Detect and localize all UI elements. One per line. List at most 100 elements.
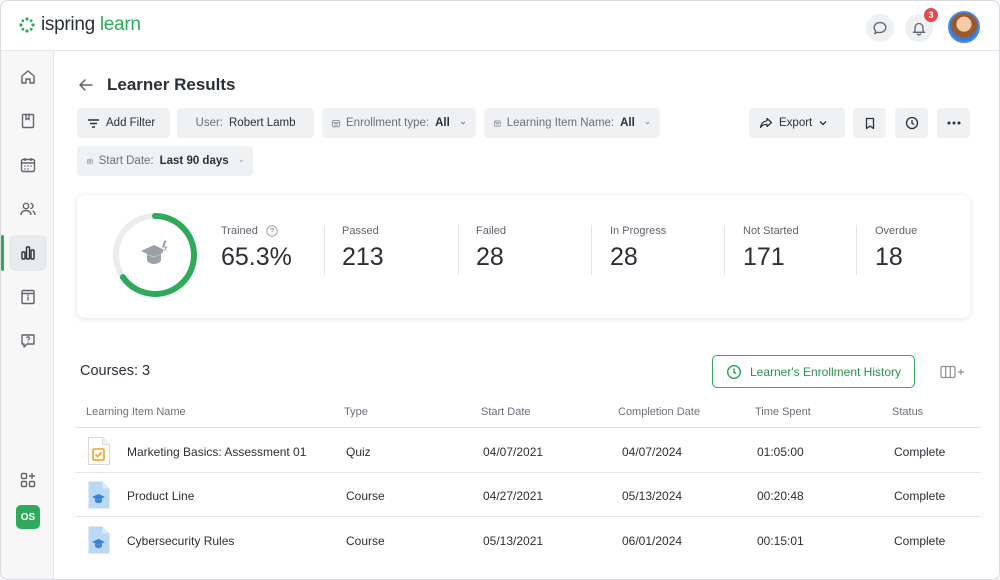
sidebar-item-content[interactable]	[9, 103, 47, 139]
trained-progress-ring	[113, 213, 197, 297]
passed-value: 213	[342, 243, 384, 271]
passed-label: Passed	[342, 225, 379, 237]
bell-icon	[912, 22, 926, 36]
chevron-down-icon	[460, 121, 466, 125]
column-header-name[interactable]: Learning Item Name	[86, 406, 186, 418]
add-apps-button[interactable]	[9, 462, 47, 498]
failed-label: Failed	[476, 225, 506, 237]
bookmark-button[interactable]	[853, 108, 886, 138]
calendar-icon	[20, 158, 36, 173]
more-options-button[interactable]	[937, 108, 970, 138]
failed-value: 28	[476, 243, 504, 271]
calendar-icon	[332, 119, 340, 127]
row-completion-date: 04/07/2024	[622, 445, 683, 459]
chat-button[interactable]	[866, 14, 894, 42]
stat-trained: Trained 65.3%	[221, 225, 292, 272]
user-filter[interactable]: User: Robert Lamb	[177, 108, 314, 138]
column-header-completion-date[interactable]: Completion Date	[618, 406, 700, 418]
stat-divider	[856, 225, 857, 275]
table-row[interactable]: Marketing Basics: Assessment 01 Quiz 04/…	[75, 429, 981, 473]
sidebar-item-info[interactable]	[9, 279, 47, 315]
stat-passed: Passed 213	[342, 225, 384, 272]
row-completion-date: 05/13/2024	[622, 489, 683, 503]
table-row[interactable]: Cybersecurity Rules Course 05/13/2021 06…	[75, 518, 981, 562]
row-status: Complete	[894, 445, 946, 459]
column-header-start-date[interactable]: Start Date	[481, 406, 531, 418]
clock-icon	[905, 116, 918, 130]
share-arrow-icon	[759, 117, 773, 129]
trained-value: 65.3%	[221, 243, 292, 271]
export-button[interactable]: Export	[749, 108, 845, 138]
stat-overdue: Overdue 18	[875, 225, 917, 272]
help-circle-icon[interactable]	[266, 225, 278, 237]
user-avatar[interactable]	[948, 11, 980, 43]
main-content: Learner Results Add Filter User: Robert …	[55, 52, 999, 579]
learning-item-name-value: All	[620, 117, 635, 129]
enrollment-history-button[interactable]: Learner's Enrollment History	[712, 355, 915, 388]
reports-icon	[21, 246, 35, 260]
stat-divider	[458, 225, 459, 275]
row-status: Complete	[894, 534, 946, 548]
apps-add-icon	[20, 472, 36, 488]
column-settings-icon[interactable]	[940, 365, 966, 379]
add-filter-button[interactable]: Add Filter	[77, 108, 170, 138]
sidebar-item-calendar[interactable]	[9, 147, 47, 183]
sidebar: OS	[1, 51, 54, 579]
quiz-file-icon	[88, 437, 110, 465]
chevron-down-icon	[819, 121, 827, 126]
book-icon	[21, 113, 35, 129]
column-header-status[interactable]: Status	[892, 406, 924, 418]
not-started-value: 171	[743, 243, 785, 271]
course-file-icon	[88, 481, 110, 509]
enrollment-type-label: Enrollment type:	[346, 117, 430, 129]
user-filter-label: User:	[195, 117, 223, 129]
history-button[interactable]	[895, 108, 928, 138]
stat-not-started: Not Started 171	[743, 225, 799, 272]
row-status: Complete	[894, 489, 946, 503]
in-progress-value: 28	[610, 243, 638, 271]
ispring-logo-icon	[19, 17, 35, 33]
row-type: Course	[346, 489, 385, 503]
row-name: Marketing Basics: Assessment 01	[127, 445, 307, 459]
graduation-cap-icon	[141, 239, 170, 264]
row-time-spent: 00:20:48	[757, 489, 804, 503]
enrollment-type-filter[interactable]: Enrollment type: All	[322, 108, 476, 138]
row-type: Quiz	[346, 445, 371, 459]
app-logo[interactable]: ispring learn	[19, 14, 141, 36]
notifications-button[interactable]: 3	[905, 8, 938, 42]
row-start-date: 04/27/2021	[483, 489, 544, 503]
export-label: Export	[779, 117, 813, 129]
add-filter-label: Add Filter	[106, 117, 156, 129]
learning-item-name-filter[interactable]: Learning Item Name: All	[484, 108, 660, 138]
row-name: Cybersecurity Rules	[127, 534, 235, 548]
row-completion-date: 06/01/2024	[622, 534, 683, 548]
table-row[interactable]: Product Line Course 04/27/2021 05/13/202…	[75, 473, 981, 517]
overdue-label: Overdue	[875, 225, 918, 237]
back-arrow-icon[interactable]	[77, 76, 95, 94]
stats-card: Trained 65.3% Passed 213 Failed 28 In Pr…	[77, 195, 970, 318]
info-card-icon	[21, 289, 35, 305]
column-header-type[interactable]: Type	[344, 406, 368, 418]
sidebar-item-users[interactable]	[9, 191, 47, 227]
learning-item-name-label: Learning Item Name:	[506, 117, 615, 129]
start-date-filter[interactable]: Start Date: Last 90 days	[77, 146, 253, 176]
filter-icon	[88, 118, 99, 128]
start-date-value: Last 90 days	[159, 155, 229, 167]
start-date-label: Start Date:	[98, 155, 154, 167]
row-start-date: 04/07/2021	[483, 445, 544, 459]
bookmark-icon	[865, 117, 874, 129]
sidebar-item-reports[interactable]	[1, 235, 47, 271]
row-name: Product Line	[127, 489, 195, 503]
sidebar-item-home[interactable]	[9, 59, 47, 95]
column-header-time-spent[interactable]: Time Spent	[755, 406, 811, 418]
in-progress-label: In Progress	[610, 225, 667, 237]
sidebar-item-help[interactable]	[9, 323, 47, 359]
top-bar: ispring learn 3	[1, 1, 999, 51]
organization-badge[interactable]: OS	[16, 505, 40, 529]
help-chat-icon	[21, 334, 35, 348]
trained-label: Trained	[221, 225, 258, 237]
users-icon	[20, 202, 36, 216]
notification-count-badge: 3	[924, 8, 938, 22]
calendar-icon	[87, 158, 93, 164]
logo-text: ispring learn	[41, 14, 141, 35]
